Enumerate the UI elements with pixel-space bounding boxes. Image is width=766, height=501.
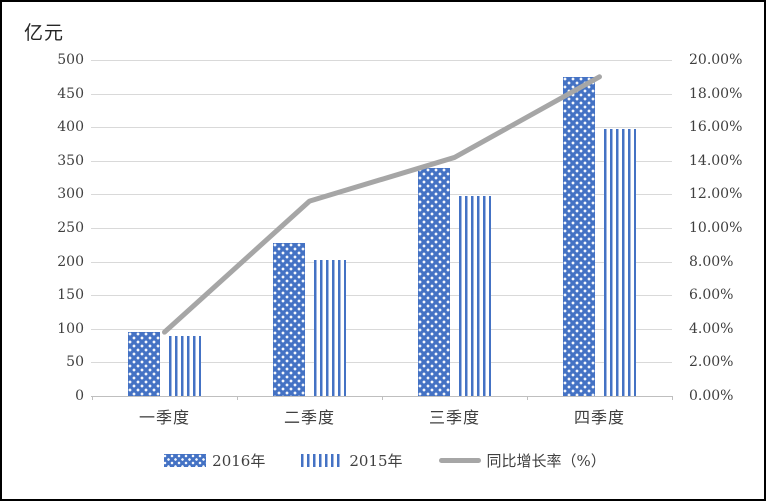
gridline	[91, 295, 672, 297]
right-axis-tick-label: 8.00%	[689, 253, 734, 270]
left-axis-tick-label: 400	[57, 119, 84, 136]
left-axis-tick-label: 250	[57, 220, 84, 236]
legend-item-2015年: 2015年	[301, 450, 403, 471]
right-axis-tick-label: 10.00%	[689, 220, 743, 236]
gridline	[91, 160, 672, 162]
right-axis-tick-label: 6.00%	[689, 287, 734, 304]
legend-swatch-stripes-icon	[301, 454, 344, 467]
x-axis-label-4: 四季度	[573, 408, 625, 427]
left-axis-tick-label: 150	[57, 287, 84, 304]
gridline	[91, 362, 672, 364]
right-axis-tick-label: 16.00%	[689, 119, 743, 136]
bar-2015年-一季度	[169, 335, 201, 396]
left-axis-tick-label: 50	[66, 354, 84, 371]
axis-tick-mark	[237, 396, 238, 400]
x-axis-label-2: 二季度	[283, 408, 335, 427]
left-axis-tick-label: 0	[75, 388, 84, 404]
gridline	[91, 60, 672, 61]
bar-2015年-四季度	[604, 129, 636, 396]
plot-area	[92, 60, 672, 396]
right-axis-tick-label: 12.00%	[689, 186, 743, 203]
bar-2016年-三季度	[418, 167, 450, 396]
bar-2016年-四季度	[563, 76, 595, 396]
right-axis-tick-label: 2.00%	[689, 354, 734, 371]
left-axis-title: 亿元	[24, 22, 65, 44]
legend: 2016年 2015年 同比增长率（%）	[2, 450, 764, 471]
bar-2015年-二季度	[314, 260, 346, 396]
bar-2016年-一季度	[128, 332, 160, 396]
axis-tick-mark	[672, 396, 673, 400]
left-axis-tick-label: 100	[57, 320, 84, 337]
growth-line	[162, 74, 602, 335]
gridline	[91, 127, 672, 129]
legend-label: 2016年	[212, 452, 266, 470]
left-axis-tick-label: 350	[57, 152, 84, 169]
right-axis-tick-label: 0.00%	[689, 388, 734, 404]
left-axis-tick-label: 450	[57, 85, 84, 102]
right-axis-tick-label: 18.00%	[689, 85, 743, 102]
right-axis-tick-label: 20.00%	[689, 52, 743, 68]
legend-swatch-line-icon	[438, 458, 481, 463]
legend-label: 2015年	[349, 452, 403, 470]
x-axis-label-1: 一季度	[138, 408, 190, 427]
gridline	[91, 228, 672, 229]
legend-item-2016年: 2016年	[164, 450, 265, 471]
growth-line-path	[162, 74, 602, 335]
gridline	[91, 93, 672, 95]
right-axis-tick-label: 4.00%	[689, 320, 734, 337]
legend-item-同比增长率（%）: 同比增长率（%）	[438, 450, 606, 471]
gridline	[91, 261, 672, 263]
left-axis-tick-label: 500	[57, 52, 84, 68]
axis-tick-mark	[92, 396, 93, 400]
gridline	[91, 328, 672, 330]
x-axis-line	[91, 396, 672, 397]
bar-2016年-二季度	[273, 243, 305, 396]
axis-tick-mark	[527, 396, 528, 400]
bar-2015年-三季度	[459, 195, 491, 396]
axis-tick-mark	[382, 396, 383, 400]
x-axis-label-3: 三季度	[428, 408, 480, 427]
right-axis-tick-label: 14.00%	[689, 152, 743, 169]
legend-label: 同比增长率（%）	[486, 452, 606, 470]
legend-swatch-dots-icon	[164, 454, 207, 467]
left-axis-tick-label: 300	[57, 186, 84, 203]
gridline	[91, 194, 672, 196]
left-axis-tick-label: 200	[57, 253, 84, 270]
